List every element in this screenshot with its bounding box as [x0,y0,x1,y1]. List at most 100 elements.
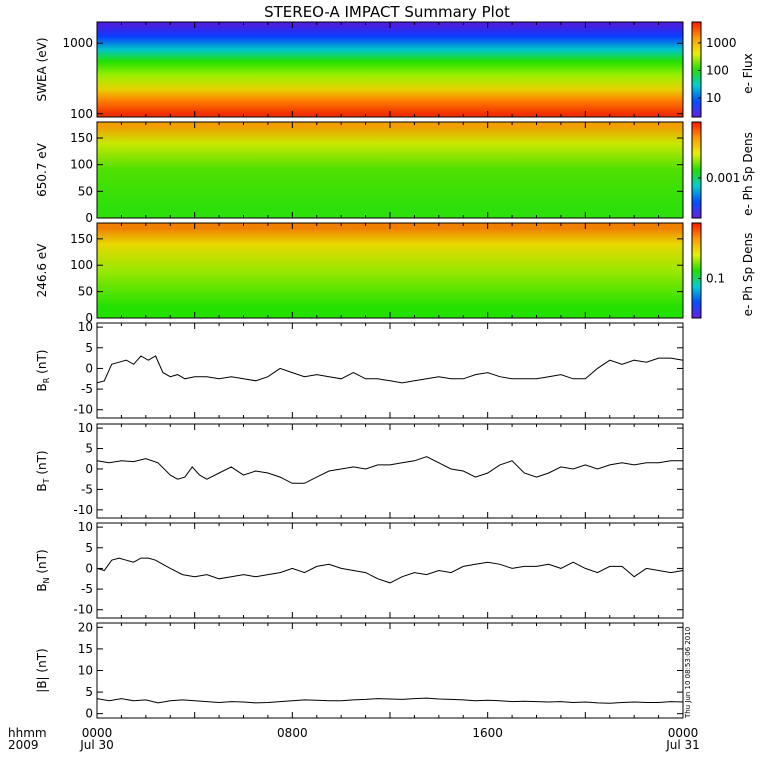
ytick-label: 50 [78,184,93,198]
heatmap-segment [634,122,684,218]
ytick-label: -10 [73,503,93,517]
heatmap-segment [634,22,684,117]
ylabel-6: BN (nT) [35,549,51,591]
heatmap-segment [487,122,537,218]
heatmap-segment [243,22,293,117]
ytick-label: 50 [78,285,93,299]
heatmap-segment [438,223,489,318]
ytick-label: 20 [78,620,93,634]
ytick-label: 100 [70,258,93,272]
series-line [96,557,684,584]
heatmap-segment [390,122,440,218]
heatmap-segment [243,122,293,218]
time-tick-label: 1600 [472,726,503,740]
colorbar-tick-label: 1000 [706,36,737,50]
ytick-label: 5 [85,341,93,355]
ytick-label: 0 [85,361,93,375]
heatmap-segment [487,22,537,117]
ytick-label: -5 [81,482,93,496]
series-line [96,697,684,704]
ytick-label: -5 [81,582,93,596]
panel-1: 1000 100 SWEA (eV) [35,21,684,121]
ylabel-5: BT (nT) [35,450,51,491]
heatmap-segment [243,223,293,318]
heatmap-segment [585,22,635,117]
ytick-label: 0 [85,311,93,325]
panel-7: 20 15 10 5 0 |B| (nT) [35,620,684,721]
ytick-label: 10 [78,664,93,678]
heatmap-segment [194,223,244,318]
panel-3: 150 100 50 0 246.6 eV [35,222,684,325]
ylabel-2: 650.7 eV [35,142,49,197]
ytick-label: 100 [70,107,93,121]
ytick-label: 150 [70,232,93,246]
heatmap-segment [292,122,342,218]
heatmap-segment [97,122,147,218]
time-tick-label: 0000 [82,726,113,740]
heatmap-segment [97,22,147,117]
time-row-label: hhmm [8,726,47,740]
heatmap-segment [292,22,342,117]
ytick-label: 0 [85,707,93,721]
ytick-label: 0 [85,561,93,575]
colorbar-tick-label: 10 [706,91,721,105]
ytick-label: -10 [73,403,93,417]
heatmap-segment [341,22,391,117]
ytick-label: 15 [78,642,93,656]
ytick-label: 10 [78,520,93,534]
ytick-label: 0 [85,211,93,225]
ytick-label: -10 [73,603,93,617]
ytick-label: 10 [78,320,93,334]
ytick-label: 5 [85,685,93,699]
heatmap-segment [585,223,635,318]
panel-2: 150 100 50 0 650.7 eV [35,121,684,225]
heatmap-segment [145,223,196,318]
heatmap-segment [487,223,537,318]
time-row-label: 2009 [8,738,39,752]
time-tick-label: 0000 [668,726,699,740]
ylabel-3: 246.6 eV [35,243,49,298]
series-line [96,456,683,484]
heatmap-segment [194,122,244,218]
colorbar-tick-label: 0.001 [706,171,740,185]
colorbar-label: e- Ph Sp Dens [741,233,755,317]
heatmap-segment [145,122,196,218]
heatmap-segment [438,22,489,117]
colorbar-label: e- Flux [741,53,755,93]
ytick-label: -5 [81,382,93,396]
heatmap-segment [341,223,391,318]
panel-6: 10 5 0 -5 -10 BN (nT) [35,520,684,619]
heatmap-segment [390,223,440,318]
heatmap-segment [536,122,586,218]
heatmap-segment [438,122,489,218]
heatmap-segment [194,22,244,117]
heatmap-segment [536,223,586,318]
heatmap-segment [341,122,391,218]
time-tick-label: 0800 [277,726,308,740]
colorbar-label: e- Ph Sp Dens [741,132,755,216]
series-line [96,355,684,384]
plot-title: STEREO-A IMPACT Summary Plot [264,3,510,21]
colorbar-3: 0.1 e- Ph Sp Dens [691,222,755,319]
ytick-label: 100 [70,158,93,172]
ytick-label: 5 [85,541,93,555]
colorbar-1: 1000 100 10 e- Flux [691,21,755,118]
ytick-label: 1000 [62,36,93,50]
ytick-label: 10 [78,421,93,435]
panel-4: 10 5 0 -5 -10 BR (nT) [35,320,684,419]
heatmap-segment [97,223,147,318]
colorbar-tick-label: 0.1 [706,272,725,286]
colorbar-2: 0.001 e- Ph Sp Dens [691,121,755,219]
panel-5: 10 5 0 -5 -10 BT (nT) [35,421,684,519]
date-tick-label: Jul 31 [665,738,700,752]
date-tick-label: Jul 30 [79,738,114,752]
ytick-label: 5 [85,442,93,456]
heatmap-segment [536,22,586,117]
ylabel-4: BR (nT) [35,350,51,392]
ytick-label: 0 [85,462,93,476]
heatmap-segment [292,223,342,318]
heatmap-segment [145,22,196,117]
ylabel-1: SWEA (eV) [35,37,49,101]
colorbar-tick-label: 100 [706,63,729,77]
